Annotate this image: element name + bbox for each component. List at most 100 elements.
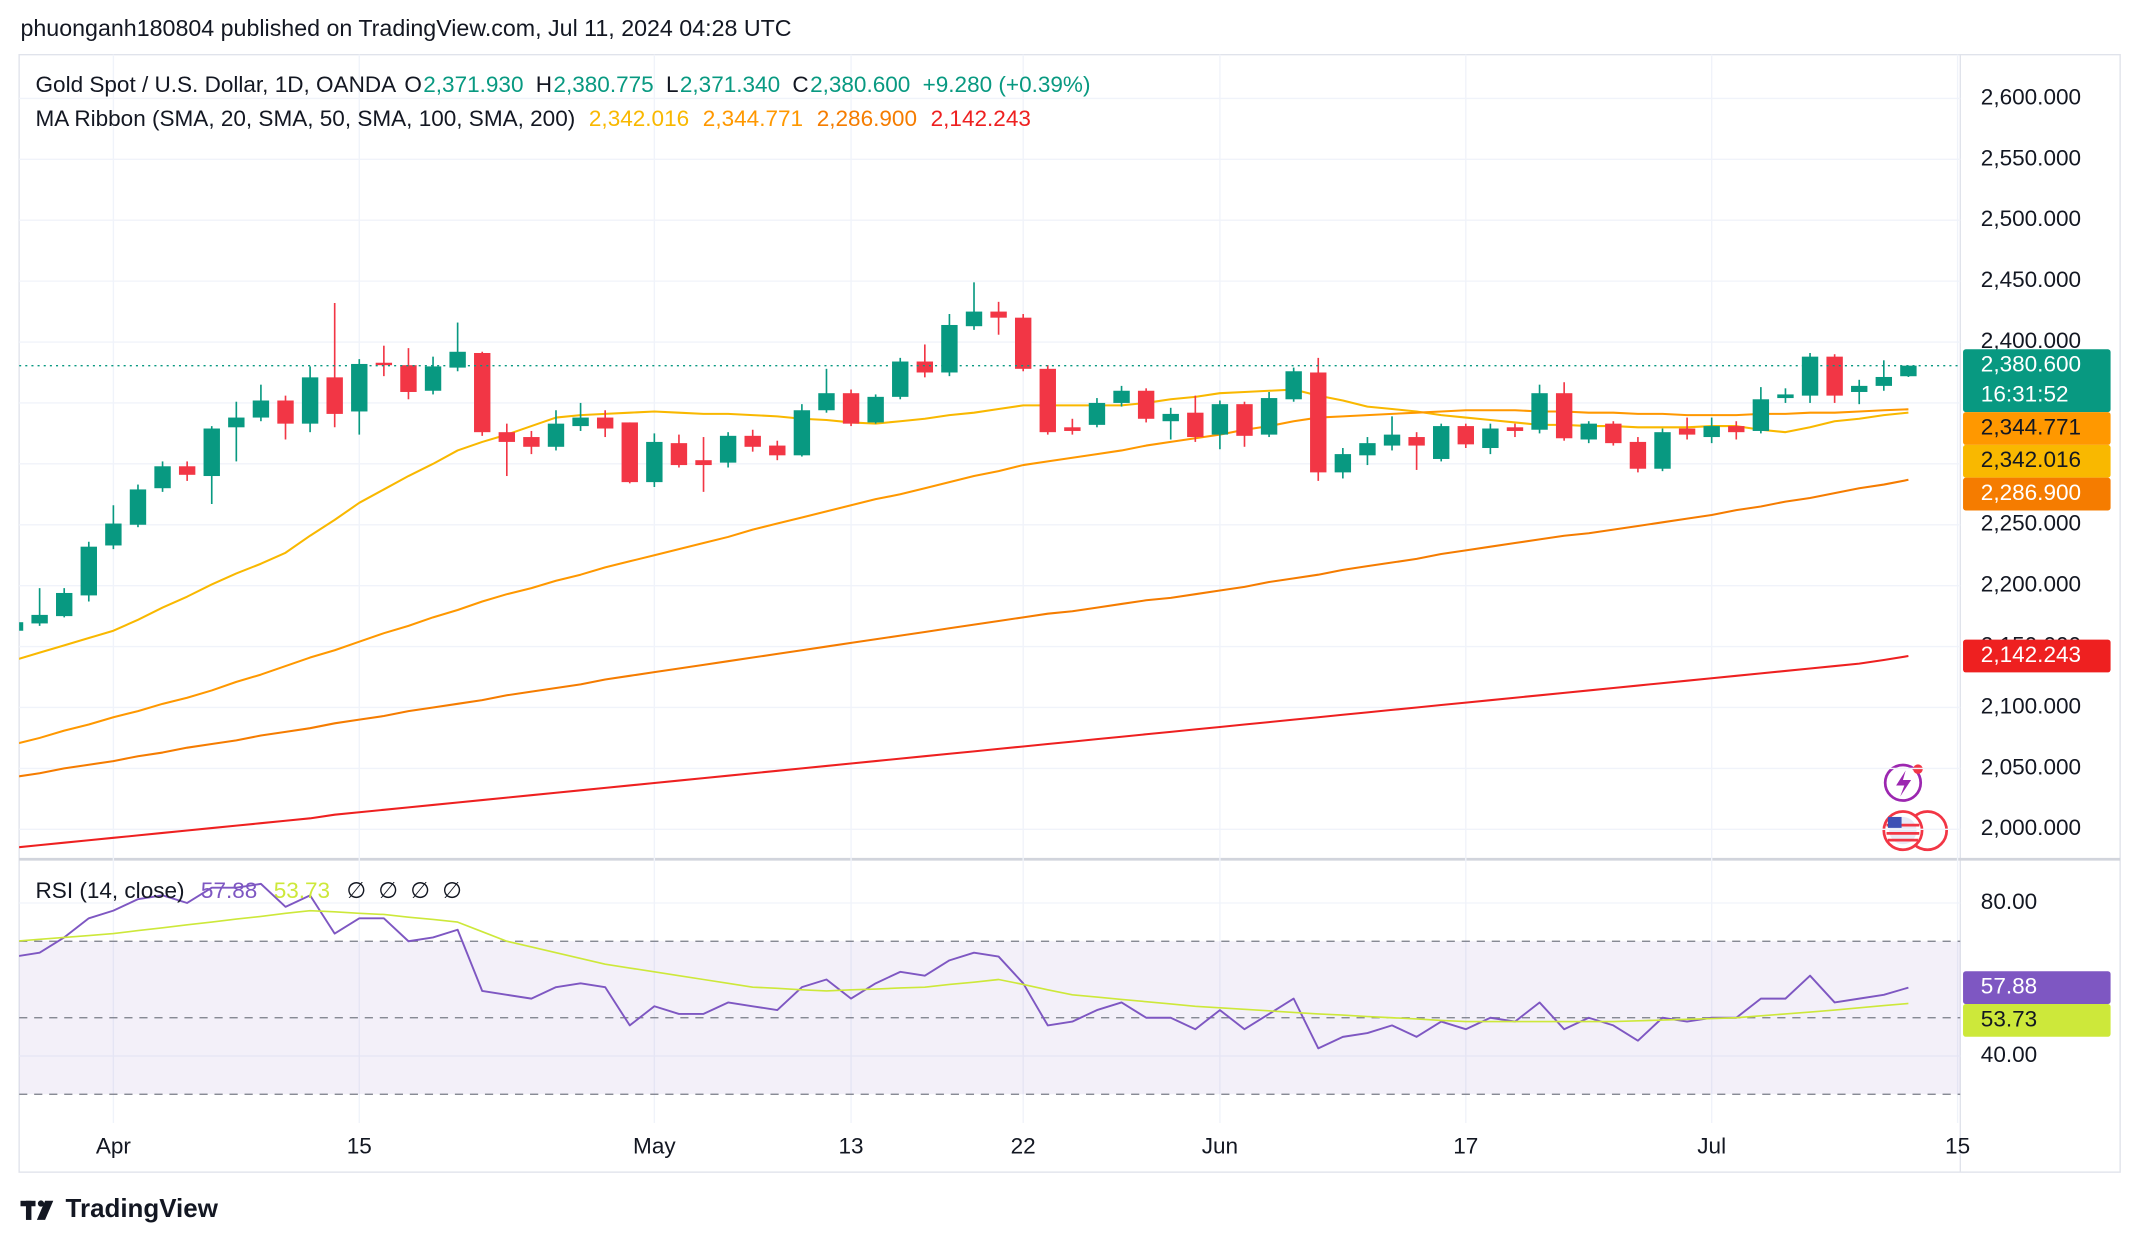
candle-body [1654, 432, 1671, 469]
value-tag-text: 57.88 [1981, 974, 2037, 999]
candle-body [1285, 371, 1302, 400]
candle-body [990, 311, 1007, 318]
y-tick-label: 40.00 [1981, 1042, 2037, 1067]
ma-legend-value: 2,344.771 [703, 106, 803, 131]
y-tick-label: 2,500.000 [1981, 206, 2081, 231]
candle-body [793, 410, 811, 456]
candle-body [523, 437, 540, 447]
candle-body [1359, 443, 1376, 456]
candle-body [547, 423, 565, 447]
y-tick-label: 2,200.000 [1981, 572, 2081, 597]
candle-body [1605, 423, 1622, 444]
ohlc-value: 2,371.340 [680, 72, 780, 97]
candle-body [1310, 372, 1327, 473]
candle-body [1039, 368, 1056, 433]
chart-frame [18, 53, 2121, 1173]
candle-body [1236, 404, 1253, 436]
candle-body [154, 466, 171, 489]
candle-body [1900, 365, 1917, 377]
candle-body [1014, 317, 1032, 369]
y-tick-label: 2,250.000 [1981, 511, 2081, 536]
y-tick-label: 2,100.000 [1981, 693, 2081, 718]
candle-body [1875, 376, 1893, 386]
candle-body [1260, 398, 1278, 435]
candle-body [1383, 434, 1401, 446]
line-series [19, 882, 1909, 1050]
x-tick-label: 22 [1011, 1133, 1036, 1158]
ohlc-key: C [792, 72, 808, 97]
value-tag-text: 2,380.600 [1981, 352, 2081, 377]
x-tick-label: Apr [96, 1133, 132, 1158]
candle-body [301, 377, 319, 424]
y-tick-label: 2,550.000 [1981, 145, 2081, 170]
candle-body [1629, 441, 1647, 469]
candle-body [326, 377, 343, 414]
x-tick-label: 15 [347, 1133, 372, 1158]
candle-body [572, 417, 589, 427]
x-tick-label: 17 [1453, 1133, 1478, 1158]
y-tick-label: 2,450.000 [1981, 267, 2081, 292]
value-tag [1963, 477, 2111, 511]
candle-body [1752, 399, 1770, 431]
ohlc-value: 2,380.600 [810, 72, 910, 97]
candle-body [670, 443, 688, 466]
candle-body [1801, 356, 1819, 396]
candle-body [277, 400, 294, 424]
candle-body [1211, 404, 1229, 435]
candle-body [474, 352, 491, 433]
candle-body [1334, 454, 1352, 473]
x-tick-label: Jun [1202, 1133, 1238, 1158]
ma-legend-value: 2,286.900 [817, 106, 917, 131]
candle-body [1113, 390, 1130, 403]
candle-body [1555, 393, 1573, 439]
ma-ribbon-title: MA Ribbon (SMA, 20, SMA, 50, SMA, 100, S… [36, 106, 576, 131]
na-mark: ∅ [378, 878, 398, 903]
candle-body [769, 445, 786, 456]
candle-body [375, 362, 393, 366]
y-tick-label: 2,000.000 [1981, 815, 2081, 840]
candle-body [646, 441, 663, 483]
candle-body [1826, 356, 1843, 396]
candle-body [1482, 428, 1499, 449]
value-tag-text: 2,286.900 [1981, 480, 2081, 505]
value-tag-text: 2,142.243 [1981, 642, 2081, 667]
candle-body [867, 396, 884, 423]
value-tag [1963, 971, 2111, 1004]
candle-body [965, 311, 983, 327]
candle-body [1457, 426, 1474, 445]
rsi-pane [19, 882, 1961, 1095]
candle-body [1162, 413, 1179, 422]
candle-body [695, 460, 712, 466]
x-tick-label: 13 [839, 1133, 864, 1158]
y-tick-label: 2,400.000 [1981, 328, 2081, 353]
candle-body [1777, 394, 1794, 399]
rsi-legend-value: 53.73 [274, 878, 330, 903]
x-tick-label: May [633, 1133, 676, 1158]
candle-body [719, 435, 737, 463]
candle-body [1851, 385, 1868, 392]
candle-body [19, 622, 24, 631]
value-tag [1963, 444, 2111, 478]
value-tag-text: 16:31:52 [1981, 382, 2069, 407]
candle-body [351, 363, 368, 412]
event-icons [1882, 763, 1949, 852]
price-pane [19, 282, 1961, 849]
na-mark: ∅ [346, 878, 366, 903]
candle-body [892, 361, 909, 397]
candle-body [203, 428, 220, 477]
candle-body [105, 523, 122, 546]
value-tag [1963, 639, 2111, 673]
line-series [19, 909, 1909, 1023]
na-mark: ∅ [410, 878, 430, 903]
value-tag-text: 53.73 [1981, 1006, 2037, 1031]
candle-body [1678, 428, 1696, 435]
candle-body [1531, 393, 1548, 430]
candle-body [228, 417, 245, 428]
candle-body [252, 400, 270, 418]
value-tag-text: 2,342.016 [1981, 447, 2081, 472]
candle-body [1433, 426, 1450, 459]
na-mark: ∅ [442, 878, 462, 903]
candle-body [941, 324, 958, 373]
rsi-title: RSI (14, close) [36, 878, 185, 903]
